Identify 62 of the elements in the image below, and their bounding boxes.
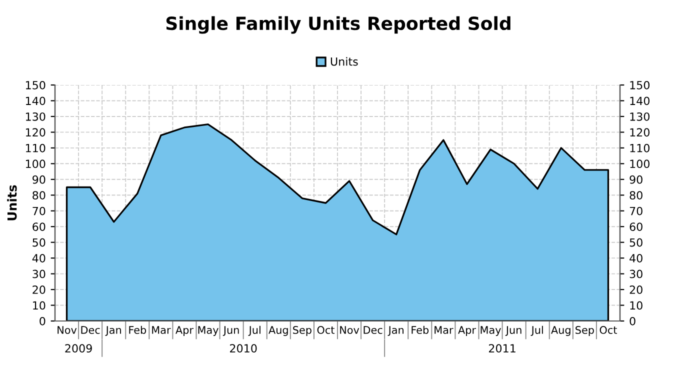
x-tick-label: Jul	[248, 326, 260, 336]
y-tick-label: 120	[26, 128, 46, 137]
x-tick-label: May	[480, 326, 501, 336]
y2-tick-label: 110	[630, 144, 650, 152]
x-tick-label: May	[198, 326, 218, 336]
legend-label: Units	[330, 57, 358, 66]
y2-tick-label: 50	[630, 238, 642, 247]
x-tick-label: Nov	[58, 326, 77, 334]
x-tick-label: Dec	[81, 326, 100, 334]
x-tick-label: Sep	[576, 326, 594, 336]
y-tick-label: 60	[32, 222, 46, 231]
y2-tick-label: 30	[630, 270, 642, 278]
y2-tick-label: 60	[630, 222, 642, 231]
y2-tick-label: 100	[630, 160, 650, 168]
text: 2009	[65, 344, 92, 353]
x-tick-label: Mar	[152, 326, 171, 334]
text: 2010	[230, 344, 257, 353]
chart-title: Single Family Units Reported Sold	[166, 16, 510, 34]
y2-tick-label: 40	[630, 254, 642, 262]
y-tick-label: 100	[26, 160, 46, 168]
y-tick-label: 140	[26, 96, 46, 106]
x-tick-label: Apr	[176, 326, 194, 336]
x-tick-label: Sep	[293, 326, 312, 336]
y2-tick-label: 20	[630, 286, 642, 294]
x-tick-label: Oct	[317, 326, 334, 334]
text: 2011	[488, 344, 516, 353]
x-tick-label: Oct	[600, 326, 617, 334]
y-tick-label: 90	[32, 175, 46, 184]
y2-tick-label: 70	[630, 206, 642, 216]
y2-tick-label: 10	[630, 301, 642, 310]
y-tick-label: 130	[26, 112, 46, 121]
y-tick-label: 150	[26, 80, 46, 90]
y2-tick-label: 150	[630, 80, 650, 90]
x-tick-label: Feb	[129, 326, 146, 334]
x-tick-label: Dec	[364, 326, 382, 334]
x-tick-label: Mar	[434, 326, 454, 334]
y-tick-label: 110	[26, 144, 46, 152]
x-tick-label: Aug	[268, 326, 288, 336]
y2-tick-label: 130	[630, 112, 650, 121]
y-tick-label: 80	[32, 191, 46, 200]
y2-tick-label: 0	[630, 316, 636, 326]
y-tick-label: 50	[32, 238, 46, 247]
x-tick-label: Feb	[412, 326, 429, 334]
y2-tick-label: 80	[630, 191, 642, 200]
x-tick-label: Jan	[388, 326, 404, 336]
x-tick-label: Jun	[505, 326, 522, 336]
x-tick-label: Jan	[105, 326, 121, 336]
y-tick-label: 20	[32, 286, 46, 294]
y-axis-title: Units	[7, 185, 17, 220]
y-tick-label: 70	[32, 206, 46, 216]
x-tick-label: Jul	[530, 326, 543, 336]
y-tick-label: 30	[32, 270, 46, 278]
y-tick-label: 10	[33, 301, 46, 310]
y2-tick-label: 90	[630, 175, 642, 184]
x-tick-label: Jun	[222, 326, 239, 336]
y2-tick-label: 120	[630, 128, 650, 137]
y-tick-label: 0	[40, 316, 46, 326]
x-tick-label: Nov	[340, 326, 360, 334]
x-tick-label: Aug	[551, 326, 570, 336]
y2-tick-label: 140	[630, 96, 650, 106]
x-tick-label: Apr	[458, 326, 476, 336]
y-tick-label: 40	[32, 254, 46, 262]
